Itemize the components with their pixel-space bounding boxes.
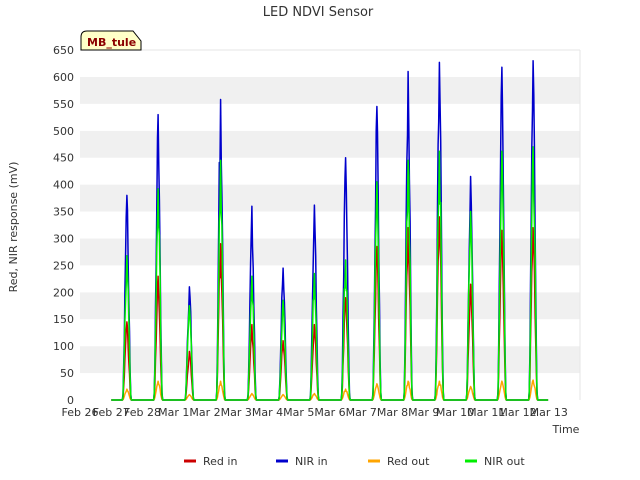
grid-band (80, 292, 580, 320)
x-tick-label: Mar 12 (498, 406, 536, 419)
chart-title: LED NDVI Sensor (263, 5, 374, 20)
legend: Red in NIR in Red out NIR out (184, 455, 525, 468)
y-tick-label: 100 (53, 340, 74, 353)
grid-band (80, 50, 580, 77)
x-tick-label: Mar 13 (530, 406, 568, 419)
grid-band (80, 130, 580, 158)
site-badge-shape (80, 30, 142, 51)
y-tick-label: 550 (53, 98, 74, 111)
y-tick-label: 200 (53, 286, 74, 299)
grid-bands (80, 49, 581, 400)
x-tick-label: Feb 27 (93, 406, 130, 419)
y-tick-label: 250 (53, 259, 74, 272)
legend-label: Red in (203, 455, 237, 468)
x-tick-label: Feb 28 (124, 406, 161, 419)
x-tick-label: Mar 11 (467, 406, 505, 419)
y-tick-label: 50 (60, 367, 74, 380)
y-tick-label: 150 (53, 313, 74, 326)
site-badge: MB_tule (80, 30, 142, 51)
grid-band (80, 211, 580, 239)
y-tick-label: 600 (53, 71, 74, 84)
x-tick-label: Mar 5 (283, 406, 314, 419)
x-tick-label: Mar 6 (314, 406, 345, 419)
grid-band (80, 238, 580, 266)
x-tick-label: Mar 1 (158, 406, 189, 419)
y-tick-label: 350 (53, 206, 74, 219)
x-axis-label: Time (552, 423, 580, 436)
x-tick-label: Mar 10 (436, 406, 474, 419)
legend-label: Red out (387, 455, 430, 468)
series-line-nir-out (111, 146, 549, 401)
y-tick-label: 300 (53, 232, 74, 245)
grid-band (80, 157, 580, 185)
grid-band (80, 184, 580, 212)
x-tick-label: Mar 9 (408, 406, 439, 419)
y-tick-labels: 0 50 100 150 200 250 300 350 400 450 500 550 600 650 (53, 44, 74, 407)
series-layer (111, 60, 549, 401)
legend-label: NIR in (295, 455, 328, 468)
site-badge-label: MB_tule (87, 36, 136, 49)
x-tick-label: Mar 4 (252, 406, 283, 419)
y-tick-label: 650 (53, 44, 74, 57)
grid-band (80, 346, 580, 374)
y-tick-label: 0 (67, 394, 74, 407)
grid-band (80, 76, 580, 104)
x-tick-label: Mar 3 (221, 406, 252, 419)
y-axis-label: Red, NIR response (mV) (7, 162, 20, 293)
y-tick-label: 450 (53, 152, 74, 165)
grid-band (80, 319, 580, 347)
x-tick-label: Mar 7 (346, 406, 377, 419)
x-tick-label: Mar 2 (189, 406, 220, 419)
grid-band (80, 103, 580, 131)
x-tick-label: Mar 8 (377, 406, 408, 419)
y-tick-label: 400 (53, 179, 74, 192)
y-tick-label: 500 (53, 125, 74, 138)
grid-band (80, 265, 580, 293)
legend-label: NIR out (484, 455, 525, 468)
grid-band (80, 373, 580, 400)
x-tick-label: Feb 26 (62, 406, 99, 419)
